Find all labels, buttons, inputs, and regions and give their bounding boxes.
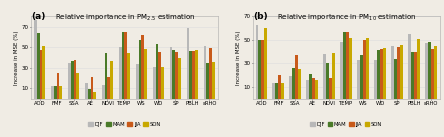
Bar [360,55,363,99]
Bar [40,50,43,99]
Bar [292,68,295,99]
Bar [258,40,262,99]
Bar [87,89,91,99]
Bar [425,43,428,99]
Bar [102,85,105,99]
Bar [91,77,93,99]
Bar [105,53,107,99]
Legend: DJF, MAM, JJA, SON: DJF, MAM, JJA, SON [309,121,383,127]
Bar [142,35,144,99]
Bar [275,83,278,99]
Bar [144,49,147,99]
Y-axis label: Increase in MSE (%): Increase in MSE (%) [236,30,241,85]
Bar [51,86,54,99]
Bar [343,32,346,99]
Bar [417,39,420,99]
Bar [400,45,403,99]
Bar [431,49,434,99]
Bar [295,55,298,99]
Bar [264,28,267,99]
Bar [309,74,312,99]
Bar [122,32,124,99]
Bar [414,52,417,99]
Bar [74,60,76,99]
Bar [203,46,206,99]
Bar [366,38,369,99]
Bar [411,52,414,99]
Bar [434,46,437,99]
Bar [346,32,349,99]
Bar [298,69,301,99]
Bar [186,28,190,99]
Bar [175,52,178,99]
Bar [159,52,161,99]
Bar [278,75,281,99]
Bar [85,83,87,99]
Bar [195,50,198,99]
Bar [363,40,366,99]
Bar [326,63,329,99]
Text: Relative importance in PM$_{2.5}$ estimation: Relative importance in PM$_{2.5}$ estima… [56,13,196,23]
Bar [43,46,45,99]
Bar [192,51,195,99]
Bar [153,67,155,99]
Y-axis label: Increase in MSE (%): Increase in MSE (%) [15,30,20,85]
Bar [383,48,386,99]
Bar [255,25,258,99]
Bar [206,63,209,99]
Bar [397,47,400,99]
Bar [127,53,130,99]
Bar [332,53,335,99]
Text: Relative importance in PM$_{10}$ estimation: Relative importance in PM$_{10}$ estimat… [277,13,416,23]
Bar [341,42,343,99]
Legend: DJF, MAM, JJA, SON: DJF, MAM, JJA, SON [88,121,161,127]
Bar [37,33,40,99]
Bar [428,42,431,99]
Bar [68,63,71,99]
Bar [161,67,164,99]
Bar [273,83,275,99]
Bar [190,51,192,99]
Bar [374,60,377,99]
Bar [54,86,56,99]
Bar [56,73,59,99]
Bar [394,59,397,99]
Text: (b): (b) [253,12,267,21]
Bar [93,92,96,99]
Bar [349,38,352,99]
Bar [209,48,212,99]
Bar [323,54,326,99]
Bar [377,51,380,99]
Bar [262,40,264,99]
Bar [281,83,284,99]
Bar [391,46,394,99]
Bar [34,20,37,99]
Bar [173,50,175,99]
Bar [76,73,79,99]
Bar [357,60,360,99]
Bar [111,61,113,99]
Bar [178,58,181,99]
Bar [315,80,318,99]
Bar [136,64,139,99]
Bar [59,86,62,99]
Bar [329,78,332,99]
Bar [119,47,122,99]
Bar [71,61,74,99]
Bar [107,77,111,99]
Bar [380,49,383,99]
Bar [124,32,127,99]
Bar [139,40,142,99]
Bar [312,78,315,99]
Bar [289,76,292,99]
Text: (a): (a) [31,12,45,21]
Bar [408,34,411,99]
Bar [155,44,159,99]
Bar [212,62,215,99]
Bar [306,80,309,99]
Bar [170,47,173,99]
